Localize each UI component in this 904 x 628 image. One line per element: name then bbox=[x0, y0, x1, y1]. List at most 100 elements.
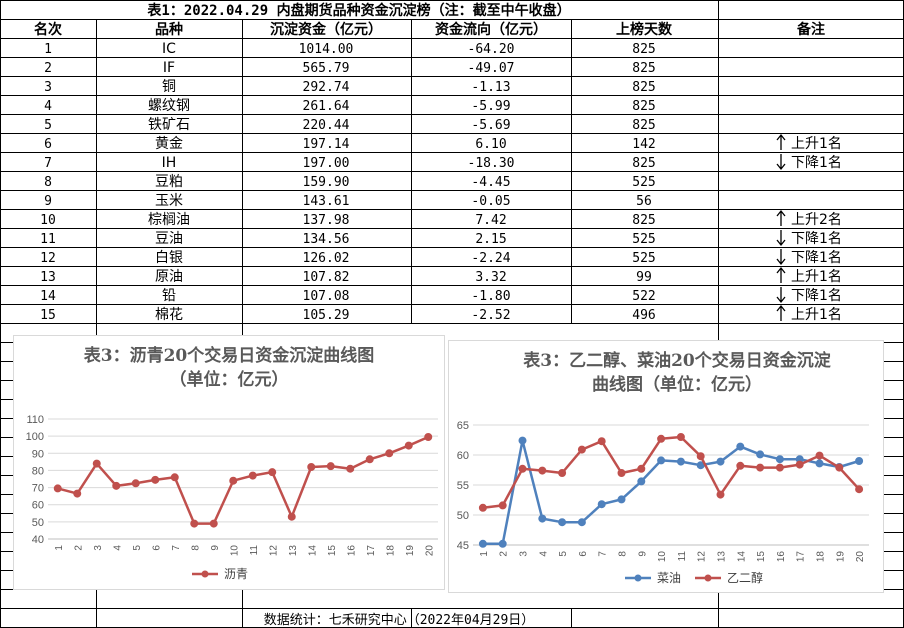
cell-flow: 6.10 bbox=[475, 137, 506, 152]
cell-flow: 3.32 bbox=[475, 270, 506, 285]
cell-days: 525 bbox=[632, 251, 655, 266]
down-arrow-icon bbox=[776, 154, 786, 171]
x-tick-label: 10 bbox=[229, 545, 240, 557]
cell-name: 豆油 bbox=[155, 231, 183, 247]
cell-name: IH bbox=[162, 155, 177, 171]
cell-note: 下降1名 bbox=[791, 288, 842, 304]
data-point bbox=[775, 463, 784, 472]
y-tick-label: 60 bbox=[457, 450, 469, 462]
cell-rank: 12 bbox=[40, 251, 56, 266]
data-point bbox=[112, 481, 121, 490]
data-point bbox=[209, 519, 218, 528]
data-point bbox=[346, 464, 355, 473]
down-arrow-icon bbox=[776, 230, 786, 247]
cell-rank: 11 bbox=[40, 232, 56, 247]
data-point bbox=[855, 485, 864, 494]
x-tick-label: 18 bbox=[816, 551, 827, 563]
cell-rank: 8 bbox=[44, 175, 52, 190]
y-tick-label: 90 bbox=[32, 448, 44, 460]
data-point bbox=[577, 445, 586, 454]
cell-funds: 197.14 bbox=[303, 137, 350, 152]
data-point bbox=[657, 456, 666, 465]
data-point bbox=[170, 473, 179, 482]
y-tick-label: 55 bbox=[457, 480, 469, 492]
cell-flow: 7.42 bbox=[475, 213, 506, 228]
cell-name: 原油 bbox=[155, 269, 183, 285]
down-arrow-icon bbox=[776, 287, 786, 304]
legend-marker bbox=[201, 570, 209, 578]
data-point bbox=[268, 468, 277, 477]
data-point bbox=[855, 457, 864, 465]
cell-days: 56 bbox=[636, 194, 652, 209]
x-tick-label: 13 bbox=[717, 551, 728, 563]
data-point bbox=[577, 518, 586, 527]
cell-funds: 1014.00 bbox=[299, 42, 354, 57]
data-point bbox=[518, 464, 527, 473]
x-tick-label: 19 bbox=[835, 551, 846, 563]
data-point bbox=[736, 461, 745, 470]
x-tick-label: 15 bbox=[756, 551, 767, 563]
x-tick-label: 6 bbox=[151, 545, 162, 551]
x-tick-label: 3 bbox=[93, 545, 104, 551]
cell-rank: 14 bbox=[40, 289, 56, 304]
cell-note: 上升1名 bbox=[791, 269, 842, 285]
column-header: 品种 bbox=[155, 21, 183, 38]
cell-name: IC bbox=[162, 41, 176, 57]
data-point bbox=[775, 455, 784, 464]
cell-days: 825 bbox=[632, 42, 655, 57]
cell-days: 825 bbox=[632, 118, 655, 133]
cell-flow: -64.20 bbox=[468, 42, 515, 57]
cell-rank: 9 bbox=[44, 194, 52, 209]
y-tick-label: 70 bbox=[32, 483, 44, 495]
cell-funds: 292.74 bbox=[303, 80, 350, 95]
cell-rank: 10 bbox=[40, 213, 56, 228]
data-point bbox=[597, 500, 606, 509]
x-tick-label: 17 bbox=[366, 545, 377, 557]
cell-days: 99 bbox=[636, 270, 652, 285]
cell-note: 上升2名 bbox=[791, 212, 842, 228]
cell-rank: 1 bbox=[44, 42, 52, 57]
x-tick-label: 2 bbox=[499, 551, 510, 557]
data-point bbox=[597, 437, 606, 446]
cell-name: IF bbox=[163, 60, 175, 76]
cell-note: 上升1名 bbox=[791, 136, 842, 152]
data-point bbox=[617, 495, 626, 504]
x-tick-label: 5 bbox=[558, 551, 569, 557]
cell-rank: 5 bbox=[44, 118, 52, 133]
x-tick-label: 16 bbox=[346, 545, 357, 557]
y-tick-label: 45 bbox=[457, 540, 469, 552]
x-tick-label: 8 bbox=[618, 551, 629, 557]
data-point bbox=[835, 463, 844, 472]
data-point bbox=[498, 539, 507, 548]
x-tick-label: 12 bbox=[697, 551, 708, 563]
x-tick-label: 11 bbox=[249, 545, 260, 556]
x-tick-label: 9 bbox=[637, 551, 648, 557]
cell-funds: 261.64 bbox=[303, 99, 350, 114]
cell-funds: 107.82 bbox=[303, 270, 350, 285]
x-tick-label: 7 bbox=[171, 545, 182, 551]
asphalt-chart-title: 表3：沥青20个交易日资金沉淀曲线图 （单位：亿元） bbox=[83, 346, 375, 390]
cell-funds: 159.90 bbox=[303, 175, 350, 190]
x-tick-label: 11 bbox=[677, 551, 688, 562]
data-point bbox=[676, 457, 685, 466]
cell-note: 上升1名 bbox=[791, 307, 842, 323]
cell-flow: -2.52 bbox=[471, 308, 510, 323]
cell-name: 铁矿石 bbox=[148, 117, 190, 133]
data-point bbox=[637, 477, 646, 486]
up-arrow-icon bbox=[776, 304, 786, 321]
data-point bbox=[558, 518, 567, 527]
data-point bbox=[478, 539, 487, 548]
cell-funds: 137.98 bbox=[303, 213, 350, 228]
column-header: 上榜天数 bbox=[616, 21, 673, 38]
cell-days: 525 bbox=[632, 232, 655, 247]
x-tick-label: 14 bbox=[307, 545, 318, 557]
cell-name: 豆粕 bbox=[155, 174, 183, 190]
cell-note: 下降1名 bbox=[791, 155, 842, 171]
y-tick-label: 50 bbox=[32, 517, 44, 529]
x-tick-label: 3 bbox=[519, 551, 530, 557]
x-tick-label: 14 bbox=[736, 551, 747, 563]
cell-funds: 197.00 bbox=[303, 156, 350, 171]
x-tick-label: 20 bbox=[855, 551, 866, 563]
cell-funds: 126.02 bbox=[303, 251, 350, 266]
data-point bbox=[815, 459, 824, 468]
